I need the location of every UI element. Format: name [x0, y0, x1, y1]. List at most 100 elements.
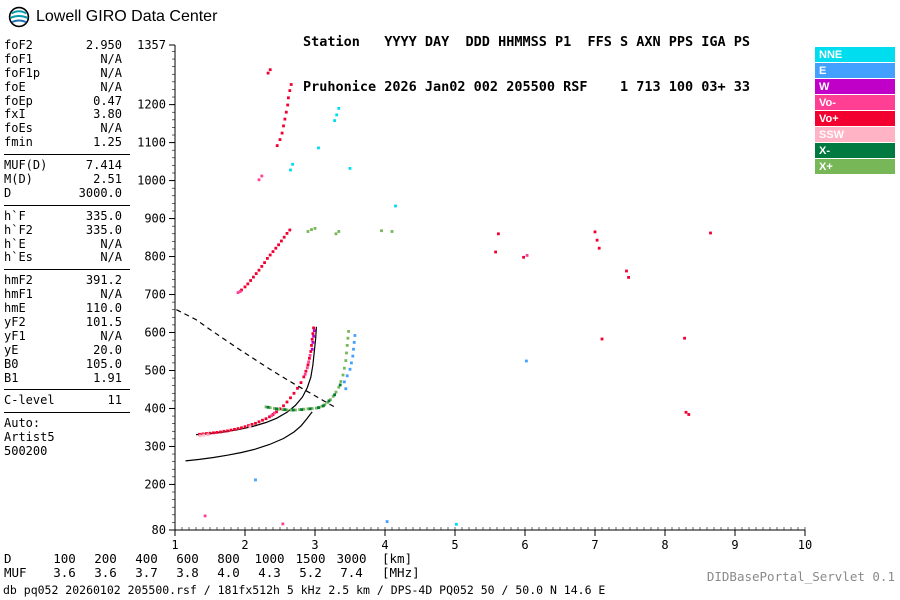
parameter-value: N/A — [100, 51, 122, 66]
parameter-label: h`E — [4, 236, 26, 251]
axes — [174, 45, 805, 531]
y-axis: 80 200 300 400 500 600 700 800 900 1000 1100 1200 13… — [137, 38, 175, 537]
legend-item-w: W — [815, 79, 895, 94]
parameter-value: 1.91 — [93, 370, 122, 385]
legend-item-xminus: X- — [815, 143, 895, 158]
series-voplus — [198, 68, 712, 436]
dmuf-cell: 200 — [94, 551, 117, 566]
parameter-label: h`Es — [4, 250, 33, 265]
series-w — [310, 329, 316, 351]
y-tick-label: 800 — [144, 250, 166, 264]
parameter-row: foEp 0.47 — [4, 94, 122, 109]
parameter-value: 7.414 — [85, 158, 122, 173]
parameter-row: h`F 335.0 — [4, 208, 122, 224]
dmuf-row-label: D — [4, 551, 12, 566]
parameter-label: hmF2 — [4, 273, 33, 288]
auto-scaler-info: 500200 — [4, 444, 48, 459]
parameter-value: 110.0 — [85, 301, 122, 316]
x-tick-label: 7 — [591, 538, 598, 552]
y-tick-label: 600 — [144, 326, 166, 340]
parameter-value: N/A — [100, 65, 122, 80]
x-axis: 1 2 3 4 5 6 7 8 9 10 — [171, 527, 812, 552]
parameter-value: N/A — [100, 79, 122, 94]
parameter-label: C-level — [4, 393, 55, 408]
parameter-row: B1 1.91 — [4, 370, 122, 386]
series-ssw — [198, 425, 252, 438]
legend-item-e: E — [815, 63, 895, 78]
parameter-value: 101.5 — [85, 315, 122, 330]
parameter-value: N/A — [100, 236, 122, 251]
dmuf-cell: 4.3 — [258, 564, 281, 580]
x-tick-label: 2 — [241, 538, 248, 552]
parameter-row: foF1p N/A — [4, 65, 122, 81]
parameter-label: yF2 — [4, 315, 26, 330]
parameter-value: 391.2 — [85, 273, 122, 288]
x-tick-label: 9 — [731, 538, 738, 552]
dmuf-cell: 1000 — [254, 551, 285, 566]
series-nne — [289, 107, 458, 526]
station-header-line1: Station YYYY DAY DDD HHMMSS P1 FFS S AXN… — [303, 34, 751, 50]
dmuf-cell: 800 — [217, 551, 240, 566]
echo-legend: NNE E W Vo- Vo+ SSW X- X+ — [815, 47, 897, 175]
y-tick-label: 900 — [144, 212, 166, 226]
parameter-row: foEs N/A — [4, 121, 122, 136]
parameter-value: N/A — [100, 287, 122, 302]
dmuf-cell: 600 — [176, 551, 199, 566]
parameter-value: 11 — [107, 393, 122, 408]
dmuf-cell: 4.0 — [217, 564, 240, 580]
y-tick-label: 1200 — [137, 98, 166, 112]
parameter-value: 2.950 — [85, 38, 122, 52]
legend-item-xplus: X+ — [815, 159, 895, 174]
y-tick-label: 1000 — [137, 174, 166, 188]
parameter-row: hmF1 N/A — [4, 287, 122, 302]
parameter-label: fmin — [4, 135, 33, 150]
parameter-row: yE 20.0 — [4, 342, 122, 358]
series-vominus — [203, 174, 529, 526]
parameter-row: h`Es N/A — [4, 251, 122, 265]
parameter-row: foE N/A — [4, 79, 122, 95]
parameter-label: foF1 — [4, 51, 33, 66]
parameter-row: foF2 2.950 — [4, 38, 122, 53]
parameter-label: h`F — [4, 208, 26, 223]
parameter-row: yF2 101.5 — [4, 315, 122, 330]
y-tick-label: 80 — [152, 523, 166, 537]
parameter-label: D — [4, 185, 12, 200]
parameter-value: N/A — [100, 250, 122, 265]
parameter-row: hmF2 391.2 — [4, 273, 122, 288]
dmuf-cell: 3.6 — [53, 564, 76, 580]
parameter-row: M(D) 2.51 — [4, 172, 122, 187]
dmuf-cell: 7.4 — [340, 564, 363, 580]
servlet-version: DIDBasePortal_Servlet 0.1 — [706, 569, 895, 584]
legend-item-nne: NNE — [815, 47, 895, 62]
parameter-row: h`E N/A — [4, 236, 122, 252]
y-tick-label: 500 — [144, 363, 166, 377]
auto-scaler-info: Artist5 — [4, 430, 55, 445]
series-e — [254, 334, 528, 523]
station-header-line2: Pruhonice 2026 Jan02 002 205500 RSF 1 71… — [303, 79, 751, 95]
parameter-value: 2.51 — [93, 172, 122, 187]
logo-text: Lowell GIRO Data Center — [36, 8, 218, 25]
parameter-label: yF1 — [4, 328, 26, 343]
x-tick-label: 10 — [798, 538, 812, 552]
dmuf-cell: 3.7 — [135, 564, 158, 580]
legend-item-vominus: Vo- — [815, 95, 895, 110]
parameter-value: N/A — [100, 121, 122, 136]
parameter-label: hmF1 — [4, 287, 33, 302]
dmuf-table: D 100 200 400 600 800 1000 1500 3000 [km] MUF 3.6 3.… — [4, 552, 420, 579]
dmuf-cell: 400 — [135, 551, 158, 566]
y-tick-label: 200 — [144, 477, 166, 491]
status-bar: db pq052 20260102 205500.rsf / 181fx512h… — [3, 583, 606, 597]
parameter-row: C-level 11 — [4, 394, 122, 408]
y-tick-label: 400 — [144, 401, 166, 415]
sidebar-divider — [4, 389, 130, 391]
dmuf-cell: 3.6 — [94, 564, 117, 580]
parameter-label: yE — [4, 342, 19, 357]
dmuf-unit: [km] — [382, 551, 413, 566]
y-tick-label: 700 — [144, 288, 166, 302]
parameter-row: hmE 110.0 — [4, 301, 122, 316]
dmuf-cell: 1500 — [295, 551, 326, 566]
giro-logo: Lowell GIRO Data Center — [8, 6, 217, 28]
parameter-label: h`F2 — [4, 222, 33, 237]
parameter-panel: foF2 2.950 foF1 N/A foF1p N/A foE N/A foEp 0.47 fx… — [4, 38, 130, 459]
